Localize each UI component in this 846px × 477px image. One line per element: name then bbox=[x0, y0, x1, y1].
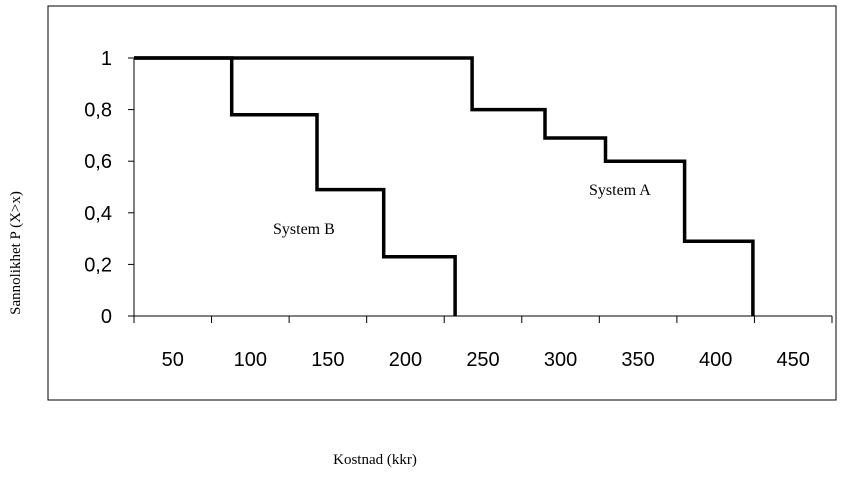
series-line-system-b bbox=[134, 56, 457, 316]
x-tick-label: 200 bbox=[389, 349, 422, 371]
y-tick-label: 0,2 bbox=[84, 254, 112, 276]
x-tick-label: 450 bbox=[777, 349, 810, 371]
x-tick-label: 50 bbox=[162, 349, 184, 371]
x-tick-label: 350 bbox=[621, 349, 654, 371]
x-tick-label: 100 bbox=[234, 349, 267, 371]
y-tick-label: 0,4 bbox=[84, 203, 112, 225]
x-tick-label: 150 bbox=[311, 349, 344, 371]
y-tick-label: 1 bbox=[101, 48, 112, 70]
plot-frame bbox=[47, 5, 837, 401]
y-axis-title: Sannolikhet P (X>x) bbox=[8, 191, 24, 315]
x-axis-title: Kostnad (kkr) bbox=[333, 452, 417, 468]
series-label-a: System A bbox=[589, 182, 651, 199]
series-line-system-a bbox=[134, 56, 755, 316]
y-tick-label: 0,6 bbox=[84, 151, 112, 173]
x-tick-label: 250 bbox=[466, 349, 499, 371]
x-tick-label: 300 bbox=[544, 349, 577, 371]
y-tick-label: 0 bbox=[101, 306, 112, 328]
x-tick-label: 400 bbox=[699, 349, 732, 371]
axes bbox=[133, 58, 832, 317]
series-label-b: System B bbox=[273, 221, 335, 238]
y-tick-label: 0,8 bbox=[84, 100, 112, 122]
series-layer bbox=[134, 56, 755, 316]
